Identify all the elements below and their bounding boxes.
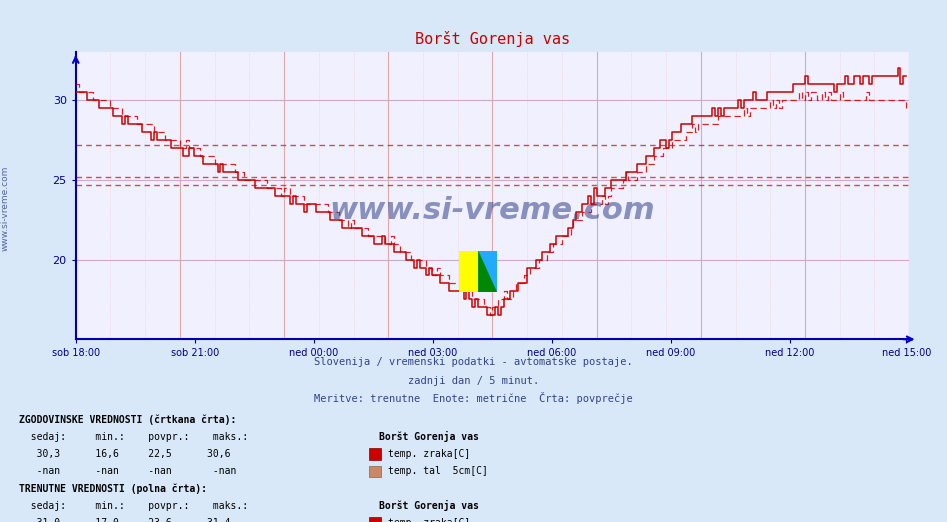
Text: -nan      -nan     -nan       -nan: -nan -nan -nan -nan bbox=[19, 467, 237, 477]
Polygon shape bbox=[478, 251, 497, 292]
Text: TRENUTNE VREDNOSTI (polna črta):: TRENUTNE VREDNOSTI (polna črta): bbox=[19, 483, 207, 494]
Text: temp. tal  5cm[C]: temp. tal 5cm[C] bbox=[388, 467, 488, 477]
Text: temp. zraka[C]: temp. zraka[C] bbox=[388, 449, 471, 459]
Text: 31,0      17,0     23,6      31,4: 31,0 17,0 23,6 31,4 bbox=[19, 518, 230, 522]
Text: 30,3      16,6     22,5      30,6: 30,3 16,6 22,5 30,6 bbox=[19, 449, 230, 459]
Text: www.si-vreme.com: www.si-vreme.com bbox=[330, 196, 655, 224]
Text: Meritve: trenutne  Enote: metrične  Črta: povprečje: Meritve: trenutne Enote: metrične Črta: … bbox=[314, 392, 633, 404]
Text: Slovenija / vremenski podatki - avtomatske postaje.: Slovenija / vremenski podatki - avtomats… bbox=[314, 358, 633, 367]
Text: sedaj:     min.:    povpr.:    maks.:: sedaj: min.: povpr.: maks.: bbox=[19, 501, 248, 511]
Text: temp. zraka[C]: temp. zraka[C] bbox=[388, 518, 471, 522]
Text: Boršt Gorenja vas: Boršt Gorenja vas bbox=[379, 500, 478, 511]
Text: www.si-vreme.com: www.si-vreme.com bbox=[0, 166, 9, 252]
Text: Boršt Gorenja vas: Boršt Gorenja vas bbox=[379, 431, 478, 442]
Polygon shape bbox=[478, 251, 497, 292]
Text: ZGODOVINSKE VREDNOSTI (črtkana črta):: ZGODOVINSKE VREDNOSTI (črtkana črta): bbox=[19, 414, 237, 425]
Text: sedaj:     min.:    povpr.:    maks.:: sedaj: min.: povpr.: maks.: bbox=[19, 432, 248, 442]
Text: zadnji dan / 5 minut.: zadnji dan / 5 minut. bbox=[408, 376, 539, 386]
Title: Boršt Gorenja vas: Boršt Gorenja vas bbox=[415, 31, 570, 47]
Polygon shape bbox=[459, 251, 497, 292]
